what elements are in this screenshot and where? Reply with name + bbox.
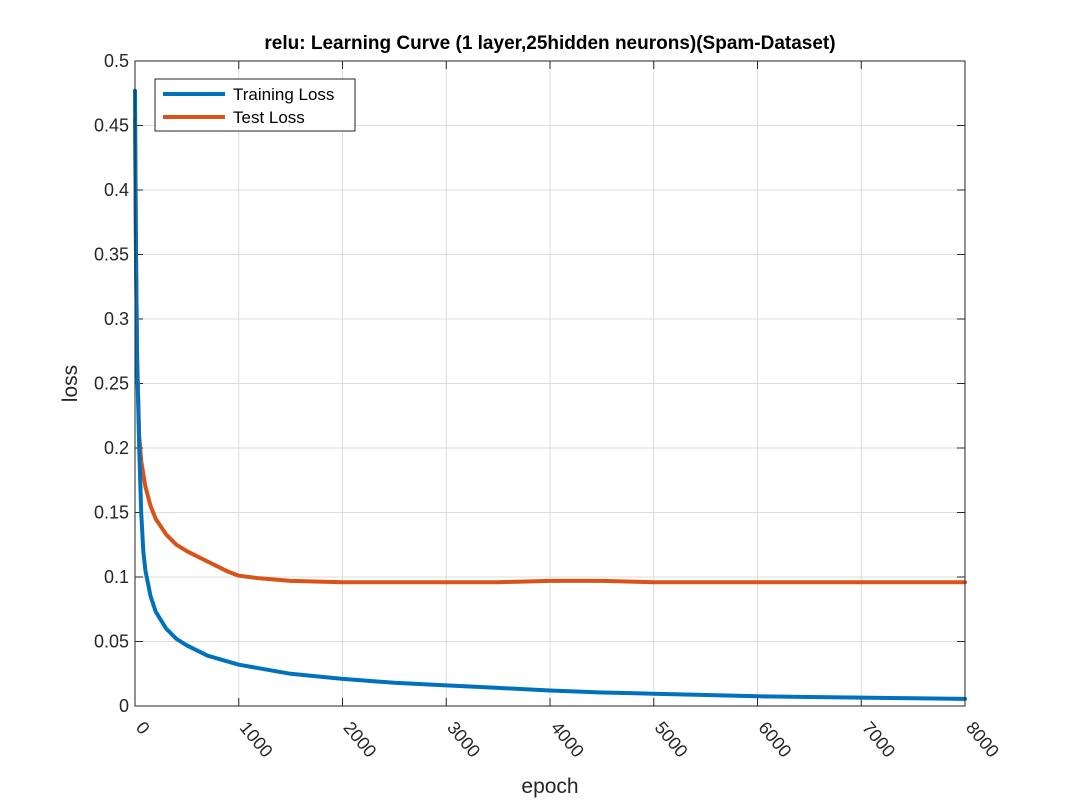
y-tick-label: 0.15: [94, 503, 129, 523]
series-lines: [133, 88, 967, 701]
y-tick-label: 0.5: [104, 51, 129, 71]
chart-title: relu: Learning Curve (1 layer,25hidden n…: [264, 33, 835, 54]
legend: Training Loss Test Loss: [154, 78, 356, 132]
series-line-test-loss: [133, 117, 967, 585]
y-tick-label: 0.2: [104, 438, 129, 458]
grid: [135, 61, 965, 706]
legend-label: Training Loss: [233, 85, 334, 104]
legend-label: Test Loss: [233, 108, 305, 127]
plot-frame: [134, 60, 966, 707]
y-tick-label: 0.4: [104, 180, 129, 200]
y-tick-label: 0.35: [94, 245, 129, 265]
legend-box: [154, 78, 356, 132]
x-axis-label: epoch: [521, 775, 578, 798]
y-tick-label: 0.05: [94, 632, 129, 652]
y-tick-label: 0.45: [94, 116, 129, 136]
y-axis-label: loss: [59, 365, 82, 402]
y-tick-labels: 0 0.05 0.1 0.15 0.2 0.25 0.3 0.35 0.4 0.45 0.5: [94, 51, 129, 716]
series-line-training-loss: [133, 88, 967, 701]
y-tick-label: 0.25: [94, 374, 129, 394]
y-tick-label: 0: [119, 696, 129, 716]
y-tick-label: 0.3: [104, 309, 129, 329]
y-tick-label: 0.1: [104, 567, 129, 587]
